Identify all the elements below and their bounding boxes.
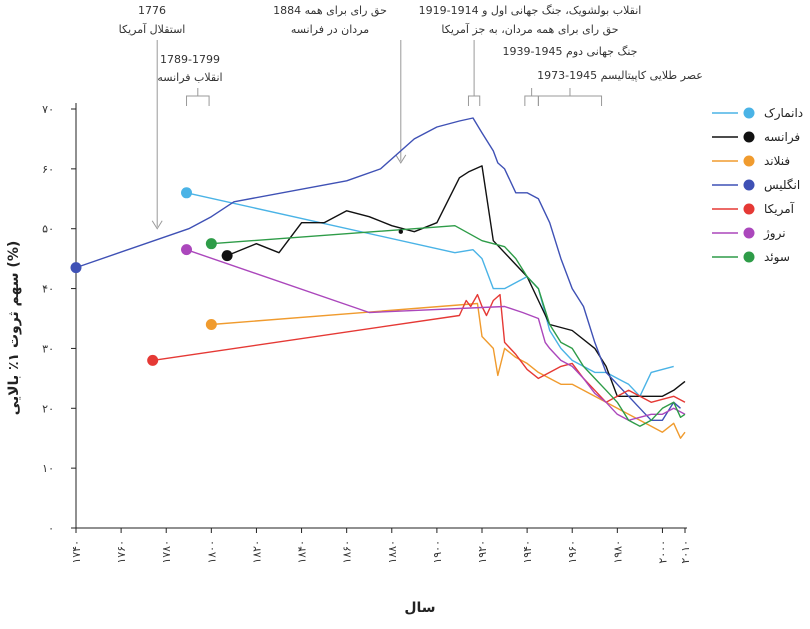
legend-swatch-dot (743, 131, 755, 143)
annotations: 1776 استقلال آمریکا 1789-1799 انقلاب فرانسه… (119, 4, 703, 230)
y-tick-label: ۴۰ (42, 283, 54, 296)
annotation-bracket (186, 95, 210, 106)
y-tick-label: ۳۰ (42, 342, 54, 355)
y-tick-label: ۲۰ (42, 402, 54, 415)
series-line-4 (152, 293, 686, 403)
legend: دانمارک فرانسه فنلاند انگلیس آمریکا نروژ سوئد (712, 106, 803, 265)
annotation-title: 1776 (138, 4, 166, 17)
annotation-subtitle: مردان در فرانسه (291, 23, 369, 36)
annotation-bracket (524, 95, 539, 106)
series-start-point-3 (70, 262, 82, 274)
x-tick-label: ۱۷۸۰ (160, 540, 173, 564)
y-tick-label: ۵۰ (42, 223, 54, 236)
x-axis-label: سال (404, 600, 435, 616)
series-line-2 (211, 302, 686, 439)
y-tick-label: ۶۰ (42, 163, 54, 176)
legend-swatch-dot (743, 155, 755, 167)
series-start-point-4 (147, 354, 159, 366)
annotation-title: انقلاب بولشویک، جنگ جهانی اول و 1914-191… (419, 4, 642, 17)
legend-swatch-dot (743, 251, 755, 263)
legend-label: فرانسه (764, 130, 800, 145)
series-line-1 (226, 165, 686, 397)
x-tick-label: ۱۸۶۰ (341, 540, 354, 564)
legend-swatch-dot (743, 227, 755, 239)
france-1884-marker (398, 229, 403, 234)
axes: ۰ ۱۰ ۲۰ ۳۰ ۴۰ ۵۰ ۶۰ ۷۰ ۱۷۴۰ ۱۷۶۰ ۱۷۸۰ ۱۸۰۰ ۱۸۲۰ ۱۸۴۰ ۱… (42, 103, 692, 564)
annotation-arrow-head (151, 220, 163, 230)
x-tick-label: ۱۸۸۰ (386, 540, 399, 564)
x-tick-label: ۱۹۲۰ (476, 540, 489, 564)
series-start-point-6 (205, 238, 217, 250)
annotation-subtitle: حق رای برای همه مردان، به جز آمریکا (441, 22, 618, 37)
x-tick-label: ۱۷۴۰ (70, 540, 83, 564)
x-tick-label: ۱۸۴۰ (296, 540, 309, 564)
legend-label: انگلیس (764, 178, 800, 193)
legend-label: دانمارک (764, 106, 803, 121)
annotation-arrow-head (395, 154, 407, 164)
legend-label: نروژ (763, 226, 786, 241)
y-axis-label: سهم ثروت ۱٪ بالایی (%) (6, 241, 22, 416)
series-start-point-5 (181, 244, 193, 256)
series-start-point-0 (181, 187, 193, 199)
y-tick-label: ۱۰ (42, 462, 54, 475)
annotation-title: عصر طلایی کاپیتالیسم 1945-1973 (537, 69, 703, 82)
x-tick-label: ۱۸۰۰ (205, 540, 218, 564)
annotation-title: 1789-1799 (160, 53, 220, 66)
x-tick-label: ۱۹۶۰ (566, 540, 579, 564)
legend-swatch-dot (743, 179, 755, 191)
x-tick-label: ۱۹۸۰ (611, 540, 624, 564)
legend-swatch-dot (743, 107, 755, 119)
legend-label: سوئد (764, 250, 790, 265)
annotation-title: حق رای برای همه 1884 (273, 4, 387, 18)
annotation-title: جنگ جهانی دوم 1945-1939 (503, 45, 638, 58)
series-line-6 (211, 225, 686, 427)
x-tick-label: ۱۹۴۰ (521, 540, 534, 564)
series-line-5 (186, 249, 686, 421)
legend-label: فنلاند (764, 154, 790, 168)
legend-label: آمریکا (764, 201, 795, 217)
series-start-point-2 (205, 318, 217, 330)
y-tick-label: ۷۰ (42, 103, 54, 116)
x-tick-label: ۱۸۲۰ (250, 540, 263, 564)
annotation-bracket (537, 95, 603, 106)
annotation-subtitle: استقلال آمریکا (119, 22, 186, 36)
series-line-3 (75, 117, 681, 421)
series-start-point-1 (221, 250, 233, 262)
legend-swatch-dot (743, 203, 755, 215)
series-line-0 (186, 192, 674, 397)
y-tick-label: ۰ (48, 522, 54, 535)
series-lines (70, 117, 686, 439)
x-tick-label: ۱۷۶۰ (115, 540, 128, 564)
x-tick-label: ۲۰۰۰ (656, 540, 669, 564)
x-tick-label: ۲۰۱۰ (679, 540, 692, 564)
annotation-subtitle: انقلاب فرانسه (157, 71, 222, 84)
annotation-bracket (467, 95, 481, 106)
x-tick-label: ۱۹۰۰ (431, 540, 444, 564)
